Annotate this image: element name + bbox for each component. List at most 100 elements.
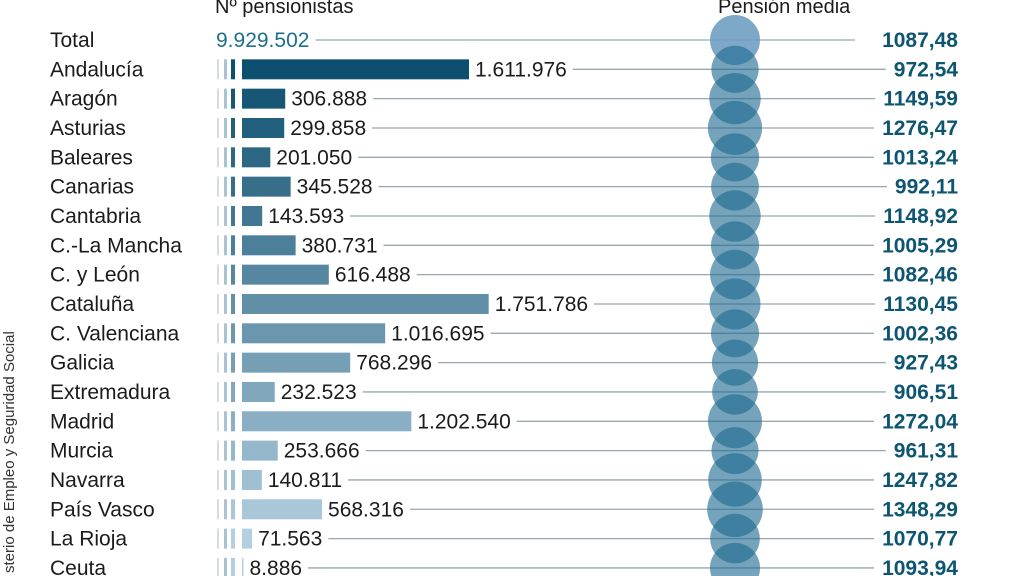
row-label: Galicia <box>50 352 115 375</box>
stripe-mark <box>217 176 219 197</box>
stripe-mark <box>217 411 219 432</box>
stripe-mark <box>224 88 227 109</box>
bar-value-label: 616.488 <box>335 264 411 287</box>
stripe-mark <box>217 235 219 256</box>
stripe-mark <box>231 205 235 226</box>
bar-value-label: 380.731 <box>302 234 378 257</box>
bar-value-label: 1.611.976 <box>475 58 567 81</box>
row-label: Asturias <box>50 117 126 140</box>
row-label: Canarias <box>50 176 134 199</box>
bar-value-label: 1.751.786 <box>495 293 588 316</box>
pension-circle <box>709 542 761 576</box>
stripe-mark <box>231 528 235 549</box>
pension-value-label: 972,54 <box>894 58 959 81</box>
stripe-mark <box>224 235 227 256</box>
header-pension: Pensión media <box>718 0 851 18</box>
bar-value-label: 1.202.540 <box>417 410 510 433</box>
stripe-mark <box>217 352 219 373</box>
stripe-mark <box>231 59 235 80</box>
row-label-total: Total <box>50 29 94 52</box>
bar <box>242 469 262 490</box>
stripe-mark <box>217 88 219 109</box>
row-label: Extremadura <box>50 381 171 404</box>
row-label: Cantabria <box>50 205 141 228</box>
bar <box>242 557 244 576</box>
stripe-mark <box>231 117 235 138</box>
pension-value-label: 1130,45 <box>883 293 958 316</box>
row-label: Cataluña <box>50 293 134 316</box>
total-pensioners-label: 9.929.502 <box>216 29 309 52</box>
bar <box>242 352 351 373</box>
bar <box>242 323 386 344</box>
stripe-mark <box>217 293 219 314</box>
stripe-mark <box>224 176 227 197</box>
stripe-mark <box>224 499 227 520</box>
stripe-mark <box>224 264 227 285</box>
row-label: Madrid <box>50 410 114 433</box>
pension-value-label: 961,31 <box>894 440 959 463</box>
stripe-mark <box>231 440 235 461</box>
stripe-mark <box>231 88 235 109</box>
stripe-mark <box>217 59 219 80</box>
stripe-mark <box>217 528 219 549</box>
pension-value-label: 1070,77 <box>882 528 958 551</box>
bar-value-label: 568.316 <box>328 498 404 521</box>
row-label: País Vasco <box>50 498 155 521</box>
bar-value-label: 8.886 <box>250 557 303 576</box>
bar-value-label: 345.528 <box>297 176 373 199</box>
row-label: Ceuta <box>50 557 106 576</box>
stripe-mark <box>217 557 219 576</box>
row-label: Andalucía <box>50 58 144 81</box>
pension-value-label: 1013,24 <box>882 146 958 169</box>
bar <box>242 499 323 520</box>
bar-value-label: 253.666 <box>284 440 360 463</box>
row-label: La Rioja <box>50 528 127 551</box>
stripe-mark <box>231 557 235 576</box>
row-label: Murcia <box>50 440 113 463</box>
stripe-mark <box>217 264 219 285</box>
stripe-mark <box>224 528 227 549</box>
pension-value-label: 1272,04 <box>882 410 958 433</box>
stripe-mark <box>231 381 235 402</box>
row-label: C. y León <box>50 264 140 287</box>
stripe-mark <box>217 440 219 461</box>
stripe-mark <box>217 499 219 520</box>
pension-value-label: 906,51 <box>894 381 959 404</box>
pension-value-label: 1002,36 <box>882 322 958 345</box>
stripe-mark <box>224 205 227 226</box>
stripe-mark <box>224 59 227 80</box>
stripe-mark <box>231 469 235 490</box>
bar-value-label: 768.296 <box>356 352 432 375</box>
stripe-mark <box>224 117 227 138</box>
bar <box>242 381 275 402</box>
stripe-mark <box>231 411 235 432</box>
pension-value-label: 1149,59 <box>883 88 958 111</box>
pension-value-label: 1093,94 <box>882 557 958 576</box>
stripe-mark <box>224 352 227 373</box>
stripe-mark <box>224 557 227 576</box>
row-label: C.-La Mancha <box>50 234 182 257</box>
stripe-mark <box>224 381 227 402</box>
bar <box>242 59 469 80</box>
stripe-mark <box>217 323 219 344</box>
pension-value-label: 1276,47 <box>882 117 958 140</box>
bar <box>242 176 291 197</box>
stripe-mark <box>217 381 219 402</box>
bar <box>242 235 296 256</box>
stripe-mark <box>231 235 235 256</box>
stripe-mark <box>217 147 219 168</box>
row-label: C. Valenciana <box>50 322 180 345</box>
bar-value-label: 201.050 <box>276 146 352 169</box>
pension-value-label: 1082,46 <box>882 264 958 287</box>
pension-value-label: 1005,29 <box>882 234 958 257</box>
bar <box>242 293 489 314</box>
bar-value-label: 306.888 <box>291 88 367 111</box>
bar-value-label: 232.523 <box>281 381 357 404</box>
stripe-mark <box>231 264 235 285</box>
stripe-mark <box>231 176 235 197</box>
header-pensioners: Nº pensionistas <box>215 0 354 18</box>
stripe-mark <box>217 117 219 138</box>
row-label: Navarra <box>50 469 125 492</box>
pension-value-label: 1247,82 <box>882 469 958 492</box>
